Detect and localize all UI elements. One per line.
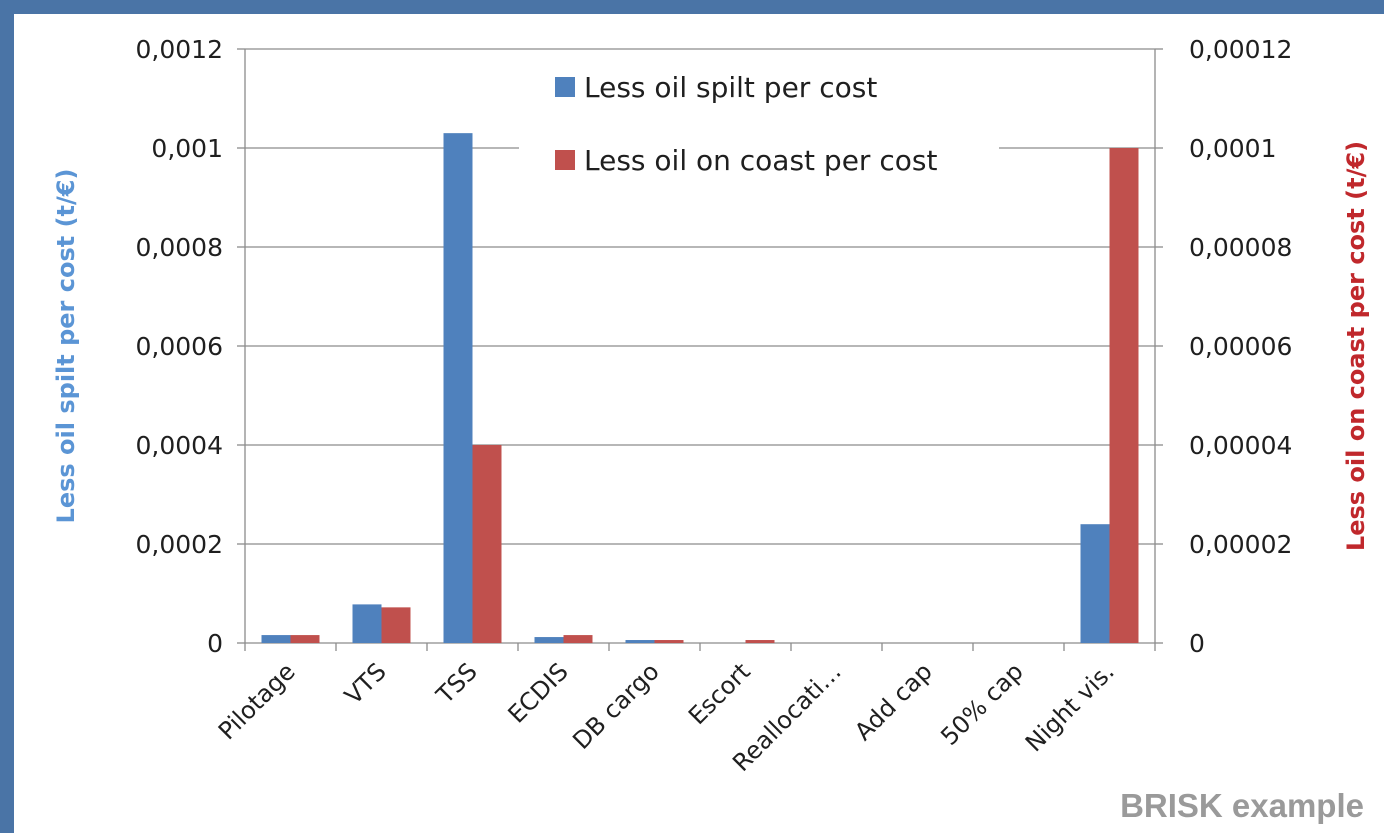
x-tick-label: DB cargo [567, 657, 664, 754]
x-tick-label: Escort [683, 657, 756, 730]
y-left-tick-label: 0 [207, 629, 223, 658]
x-tick-label: VTS [339, 657, 392, 710]
y-right-tick-label: 0,00008 [1189, 233, 1292, 262]
bar-less-oil-on-coast [381, 607, 411, 643]
y-left-axis-title: Less oil spilt per cost (t/€) [52, 169, 80, 524]
y-left-tick-label: 0,0004 [136, 431, 223, 460]
legend-swatch [555, 150, 575, 170]
y-right-tick-label: 0,00006 [1189, 332, 1292, 361]
x-tick-label: Add cap [849, 657, 938, 746]
y-left-tick-label: 0,001 [151, 134, 223, 163]
bar-less-oil-on-coast [745, 640, 775, 643]
x-tick-label: Pilotage [213, 657, 301, 745]
bar-less-oil-spilt [625, 640, 655, 643]
legend-label: Less oil on coast per cost [584, 144, 937, 177]
bar-less-oil-spilt [1080, 524, 1110, 643]
y-right-tick-label: 0,00002 [1189, 530, 1292, 559]
watermark: BRISK example [1120, 787, 1364, 824]
x-tick-label: TSS [430, 657, 482, 709]
bar-less-oil-on-coast [472, 445, 502, 643]
bar-less-oil-spilt [534, 637, 564, 643]
chart-panel: 0 0 0,0002 0,00002 0,0004 0,00004 0,0006 0,0000… [14, 14, 1384, 833]
y-right-tick-label: 0,0001 [1189, 134, 1276, 163]
legend-box [519, 52, 999, 192]
bar-less-oil-on-coast [290, 635, 320, 643]
bar-less-oil-on-coast [654, 640, 684, 643]
y-left-tick-label: 0,0012 [136, 35, 223, 64]
x-tick-label: 50% cap [935, 657, 1028, 750]
x-tick-label: Night vis. [1020, 657, 1120, 757]
y-right-tick-label: 0 [1189, 629, 1205, 658]
y-left-tick-label: 0,0002 [136, 530, 223, 559]
y-right-tick-label: 0,00004 [1189, 431, 1292, 460]
legend-label: Less oil spilt per cost [584, 71, 877, 104]
bar-less-oil-on-coast [563, 635, 593, 643]
bar-less-oil-spilt [352, 604, 382, 643]
legend-swatch [555, 77, 575, 97]
bar-less-oil-spilt [261, 635, 291, 643]
bar-less-oil-spilt [443, 133, 473, 643]
y-left-tick-label: 0,0006 [136, 332, 223, 361]
y-right-axis-title: Less oil on coast per cost (t/€) [1342, 141, 1370, 551]
bar-chart: 0 0 0,0002 0,00002 0,0004 0,00004 0,0006 0,0000… [52, 35, 1370, 777]
bar-less-oil-on-coast [1109, 148, 1139, 643]
y-right-tick-label: 0,00012 [1189, 35, 1292, 64]
y-left-tick-label: 0,0008 [136, 233, 223, 262]
x-tick-label: ECDIS [503, 657, 574, 728]
